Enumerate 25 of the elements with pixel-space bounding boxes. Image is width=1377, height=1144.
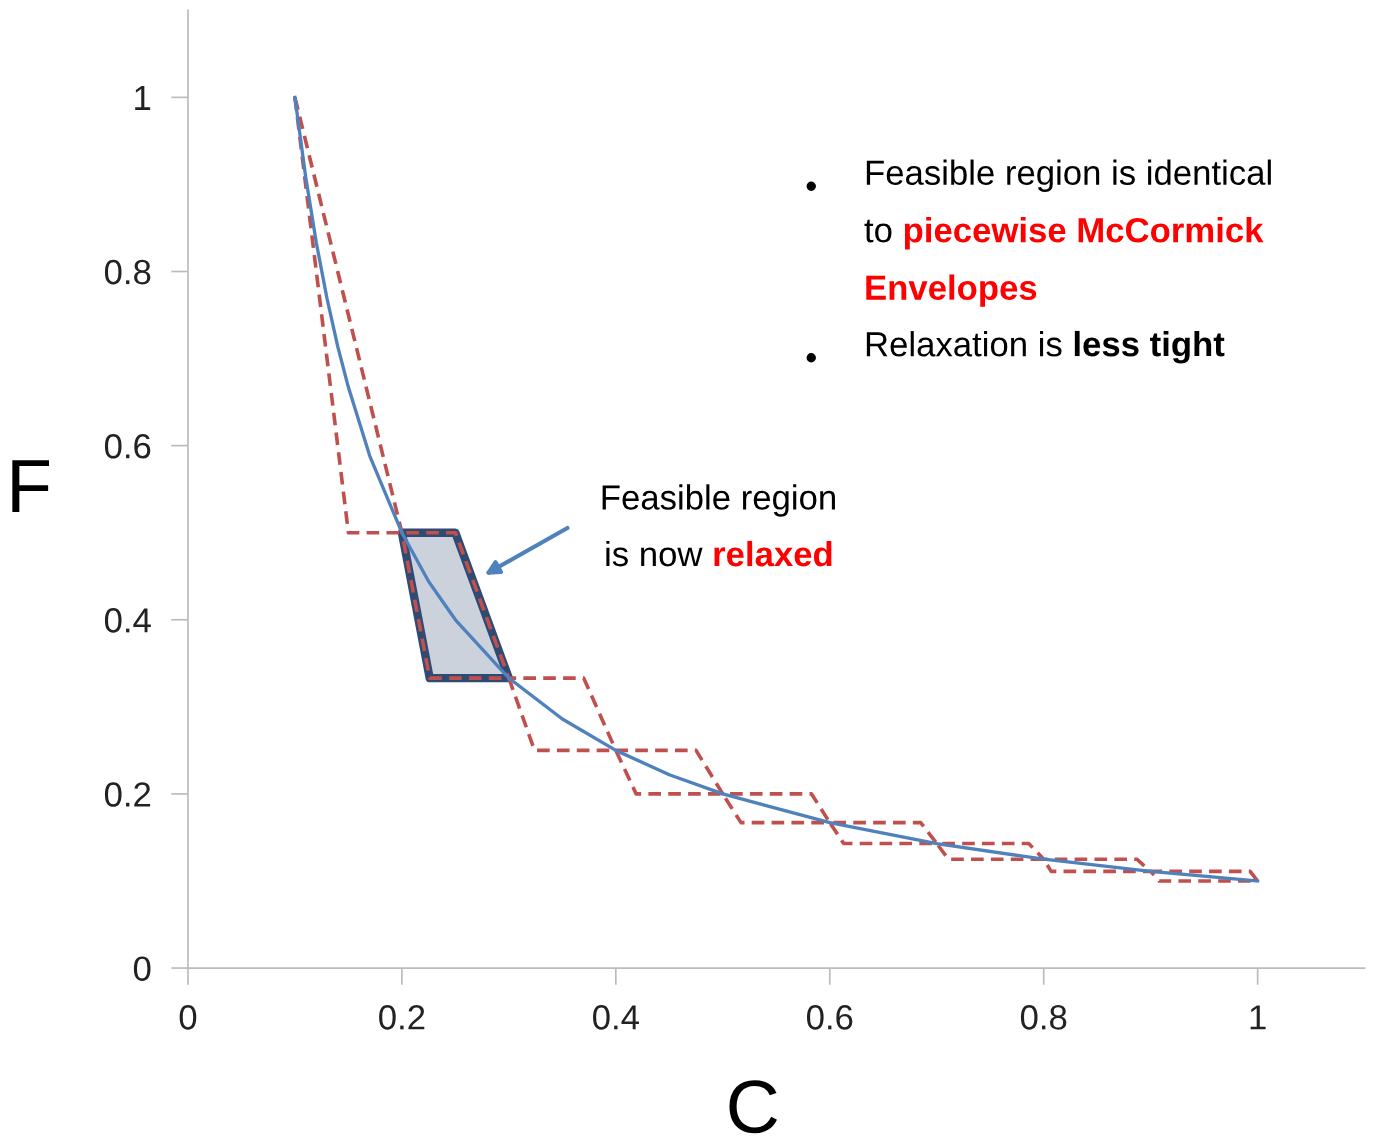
annotation: is now bbox=[606, 540, 703, 567]
y-tick-label: 0.6 bbox=[104, 433, 151, 459]
y-tick-label: 0.8 bbox=[104, 259, 151, 285]
annotation: Feasible region is identical bbox=[866, 159, 1271, 192]
x-tick-label: 0 bbox=[179, 1005, 197, 1030]
x-tick-label: 0.4 bbox=[593, 1005, 639, 1030]
x-tick-label: 1 bbox=[1250, 1005, 1266, 1030]
annotation: Feasible region bbox=[602, 484, 835, 517]
y-tick-label: 0.4 bbox=[104, 608, 151, 633]
annotation: to bbox=[864, 219, 892, 243]
annotation: Envelopes bbox=[866, 274, 1037, 307]
x-tick-label: 0.6 bbox=[806, 1005, 853, 1030]
annotation: Relaxation is bbox=[866, 331, 1062, 357]
annotation: • bbox=[806, 181, 816, 191]
y-tick-label: 0 bbox=[133, 956, 151, 981]
annotation: • bbox=[806, 353, 816, 363]
y-tick-label: 1 bbox=[135, 86, 151, 110]
y-axis-title: F bbox=[12, 460, 50, 512]
x-axis-title: C bbox=[729, 1080, 777, 1134]
x-tick-label: 0.8 bbox=[1020, 1005, 1067, 1030]
y-tick-label: 0.2 bbox=[104, 782, 151, 807]
annotation: relaxed bbox=[714, 540, 832, 567]
x-tick-label: 0.2 bbox=[379, 1005, 425, 1030]
annotation: less tight bbox=[1074, 330, 1225, 364]
annotation: piecewise McCormick bbox=[904, 217, 1264, 250]
